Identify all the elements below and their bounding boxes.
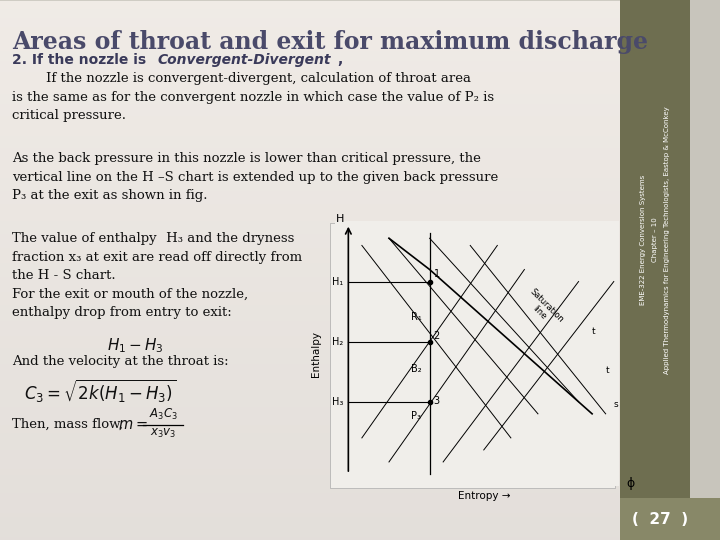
Text: H₃: H₃ xyxy=(331,397,343,407)
Text: $H_1 - H_3$: $H_1 - H_3$ xyxy=(107,336,163,355)
Text: t: t xyxy=(592,327,595,336)
Text: 2. If the nozzle is: 2. If the nozzle is xyxy=(12,53,151,67)
Text: Convergent-Divergent: Convergent-Divergent xyxy=(158,53,331,67)
Text: R₁: R₁ xyxy=(410,312,421,322)
Text: Areas of throat and exit for maximum discharge: Areas of throat and exit for maximum dis… xyxy=(12,30,648,54)
Bar xyxy=(620,498,720,540)
Text: And the velocity at the throat is:: And the velocity at the throat is: xyxy=(12,355,229,368)
Text: $m =$: $m =$ xyxy=(118,418,148,432)
Text: $C_3 = \sqrt{2k(H_1 - H_3)}$: $C_3 = \sqrt{2k(H_1 - H_3)}$ xyxy=(24,378,176,405)
Text: t: t xyxy=(606,366,609,375)
Text: Then, mass flow,: Then, mass flow, xyxy=(12,418,123,431)
Text: 3: 3 xyxy=(433,396,440,406)
Text: Saturation
line: Saturation line xyxy=(521,287,566,332)
Text: s: s xyxy=(613,400,618,409)
Text: ,: , xyxy=(337,53,342,67)
Text: $A_3C_3$: $A_3C_3$ xyxy=(148,407,178,422)
Bar xyxy=(620,0,690,500)
Text: B₂: B₂ xyxy=(410,364,421,374)
Text: EME-322 Energy Conversion Systems: EME-322 Energy Conversion Systems xyxy=(640,175,646,305)
Text: P₃: P₃ xyxy=(411,410,421,421)
Text: (  27  ): ( 27 ) xyxy=(632,512,688,528)
Text: Applied Thermodynamics for Engineering Technologists, Eastop & McConkey: Applied Thermodynamics for Engineering T… xyxy=(664,106,670,374)
Text: ϕ: ϕ xyxy=(626,477,634,490)
Text: $x_3v_3$: $x_3v_3$ xyxy=(150,427,176,440)
Text: If the nozzle is convergent-divergent, calculation of throat area
is the same as: If the nozzle is convergent-divergent, c… xyxy=(12,72,494,122)
Text: Enthalpy: Enthalpy xyxy=(311,330,321,377)
Text: H₂: H₂ xyxy=(332,336,343,347)
Text: 1: 1 xyxy=(433,269,440,279)
Text: H₁: H₁ xyxy=(332,276,343,287)
Text: 2: 2 xyxy=(433,331,440,341)
Text: Chapter – 10: Chapter – 10 xyxy=(652,218,658,262)
Text: Entropy →: Entropy → xyxy=(457,491,510,501)
Text: H: H xyxy=(336,214,344,224)
Text: The value of enthalpy   H₃ and the dryness
fraction x₃ at exit are read off dire: The value of enthalpy H₃ and the dryness… xyxy=(12,232,302,319)
Text: As the back pressure in this nozzle is lower than critical pressure, the
vertica: As the back pressure in this nozzle is l… xyxy=(12,152,498,202)
Bar xyxy=(330,223,615,488)
